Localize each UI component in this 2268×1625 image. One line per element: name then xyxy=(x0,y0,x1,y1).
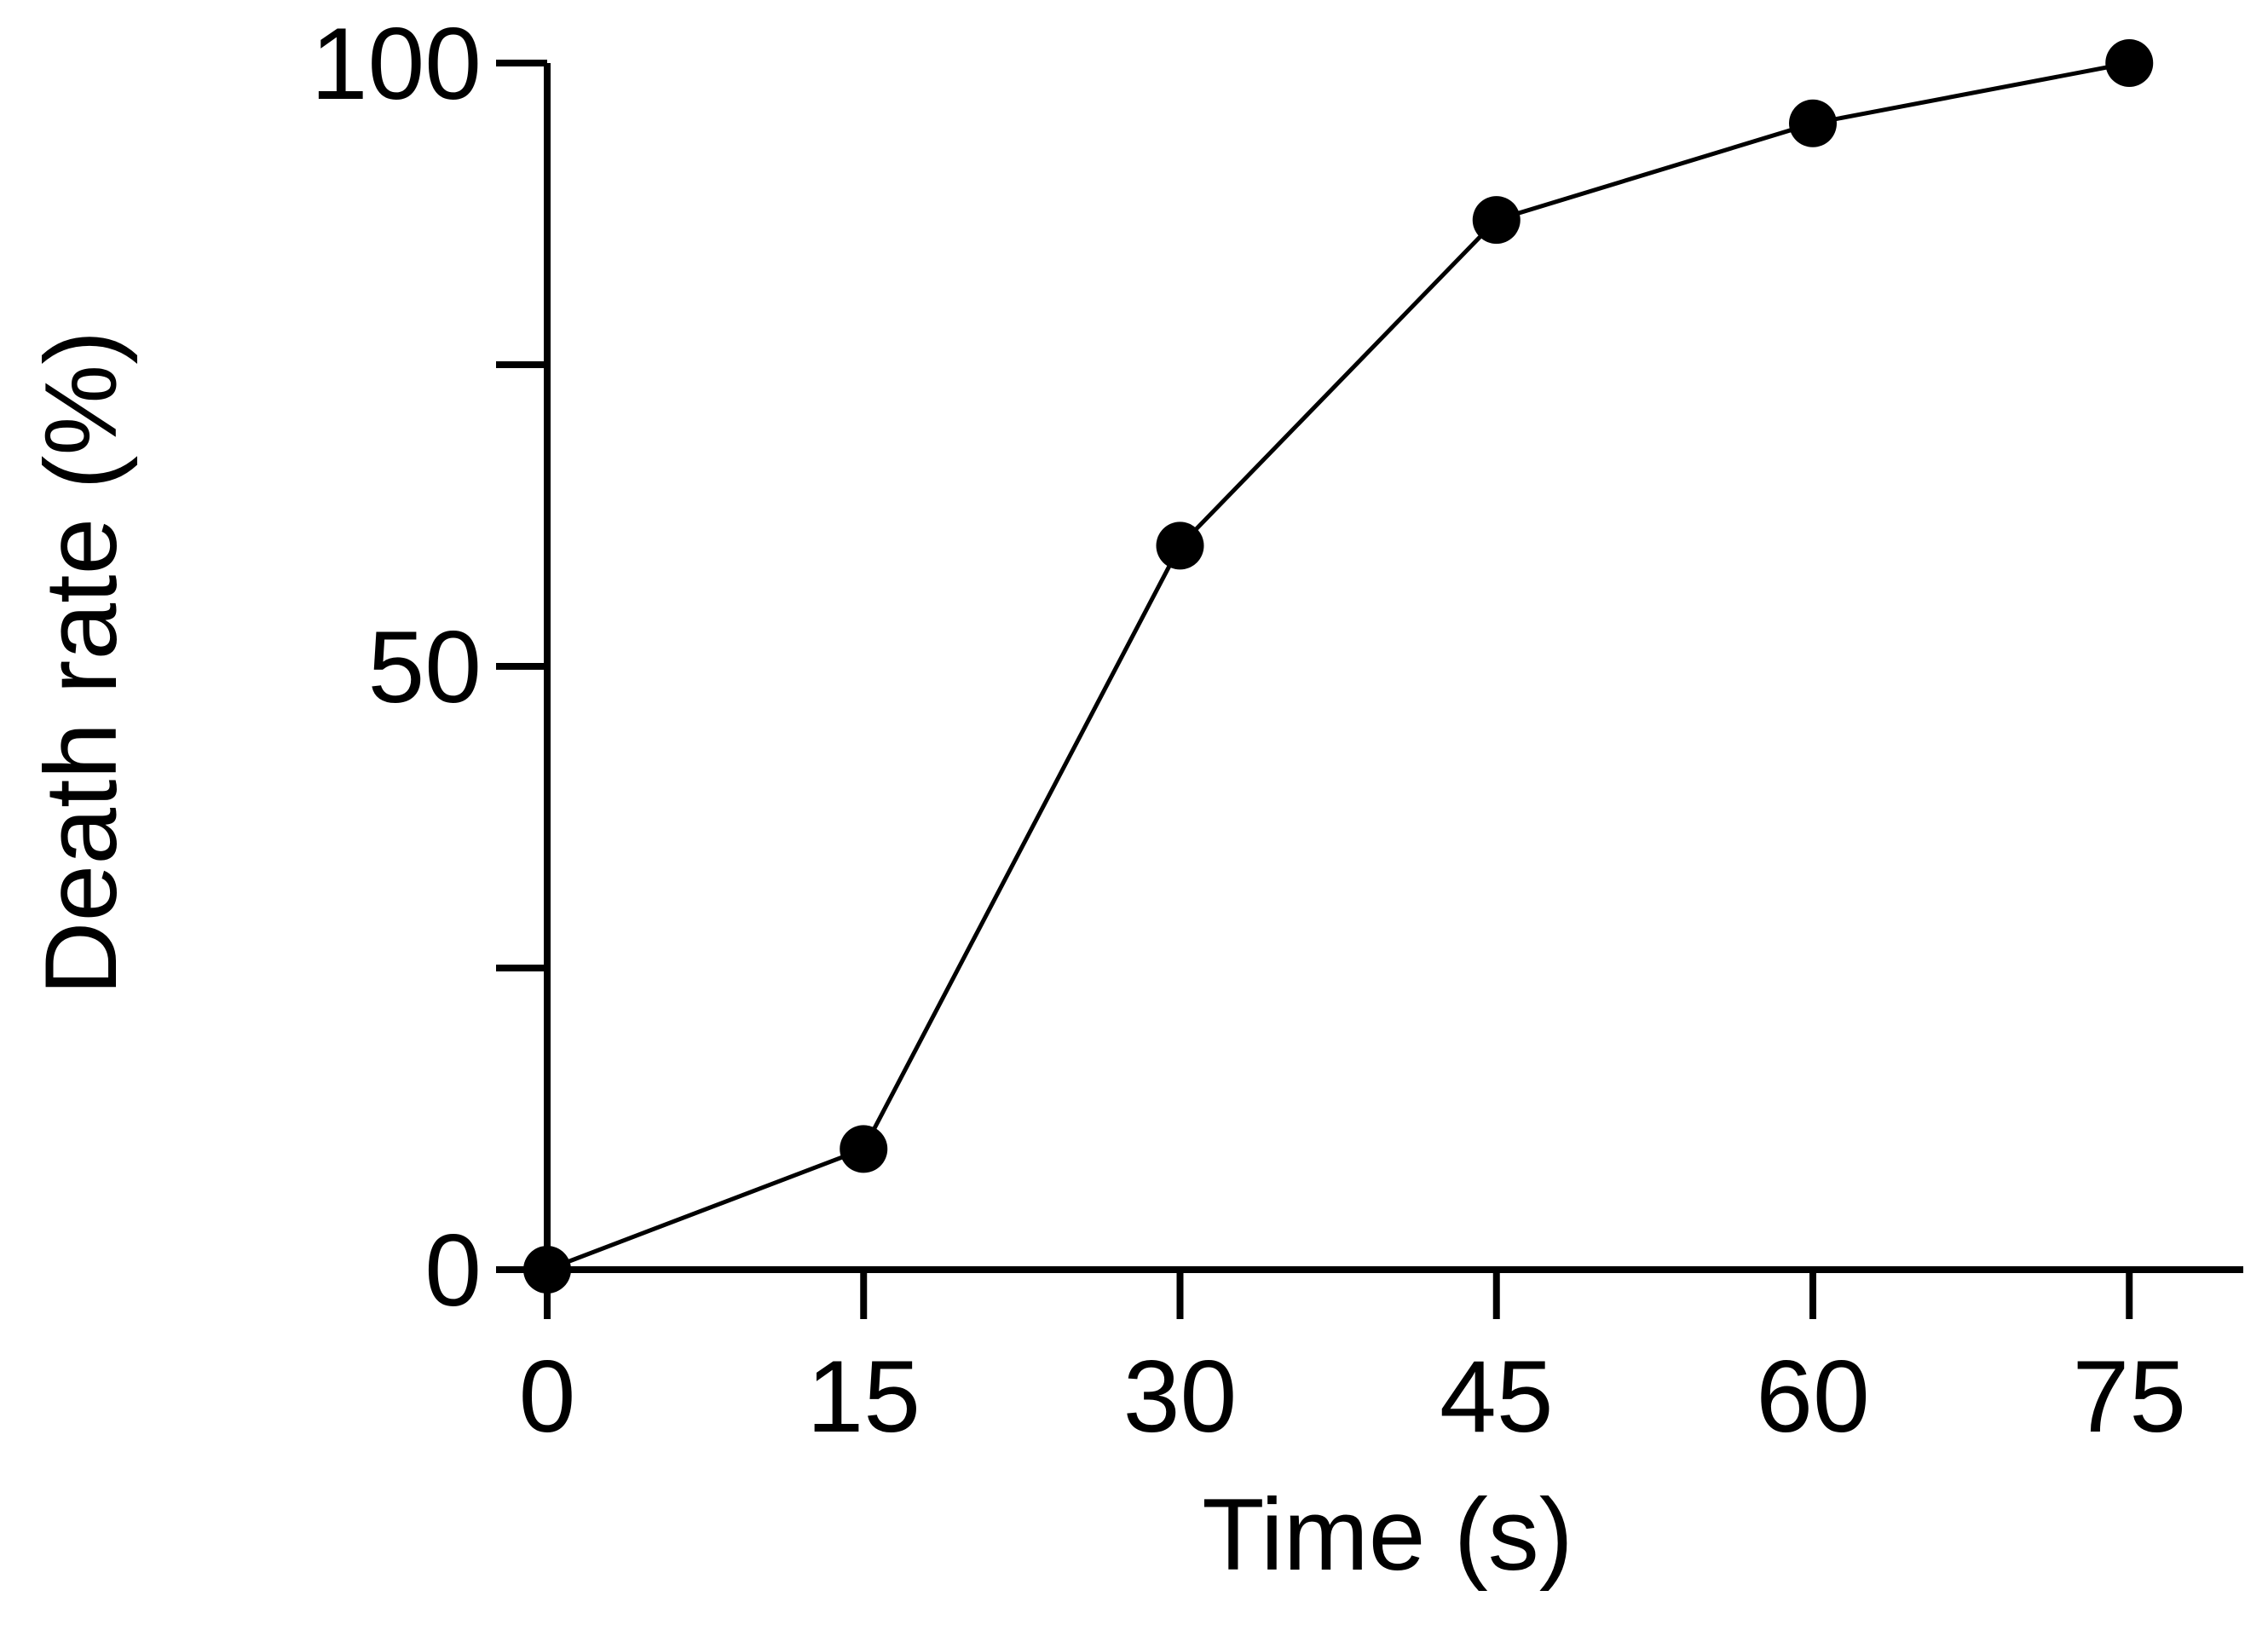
data-point xyxy=(523,1246,571,1294)
axis-labels: Time (s) Death rate (%) xyxy=(24,331,1573,1592)
axes: 0 50 100 0 15 30 45 60 75 xyxy=(311,7,2243,1454)
data-point xyxy=(840,1125,888,1173)
x-axis-label: Time (s) xyxy=(1202,1478,1573,1592)
x-tick-label: 30 xyxy=(1123,1340,1237,1454)
x-tick-label: 60 xyxy=(1756,1340,1869,1454)
y-axis-label: Death rate (%) xyxy=(24,331,138,995)
data-point xyxy=(1472,196,1521,245)
x-tick-label: 0 xyxy=(519,1340,576,1454)
data-point xyxy=(1789,99,1837,147)
x-tick-label: 15 xyxy=(807,1340,920,1454)
x-tick-label: 75 xyxy=(2073,1340,2186,1454)
y-tick-label: 50 xyxy=(368,610,482,724)
plot-area xyxy=(523,39,2154,1294)
x-tick-label: 45 xyxy=(1440,1340,1553,1454)
series-line xyxy=(546,61,2130,1272)
y-tick-label: 100 xyxy=(311,7,482,121)
data-point xyxy=(2105,39,2154,87)
y-tick-label: 0 xyxy=(424,1213,482,1328)
data-point xyxy=(1156,521,1204,570)
